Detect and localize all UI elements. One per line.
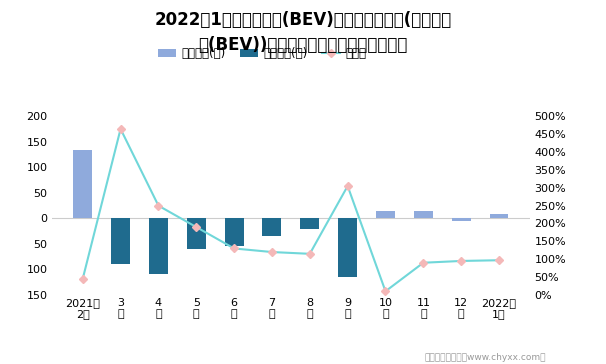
Bar bbox=[490, 214, 508, 218]
Legend: 积压库存(辆), 清仓库存(辆), 产销率: 积压库存(辆), 清仓库存(辆), 产销率 bbox=[153, 42, 371, 64]
产销率 bbox=[230, 246, 238, 251]
产销率 bbox=[117, 127, 124, 131]
Bar bbox=[451, 218, 471, 221]
Bar bbox=[225, 218, 244, 246]
产销率 bbox=[268, 250, 276, 254]
Line: 产销率: 产销率 bbox=[80, 126, 502, 294]
产销率 bbox=[155, 203, 162, 208]
产销率 bbox=[193, 225, 200, 229]
Bar bbox=[187, 218, 205, 249]
Bar bbox=[376, 211, 395, 218]
产销率 bbox=[344, 184, 351, 188]
Bar bbox=[262, 218, 281, 236]
Bar bbox=[111, 218, 130, 264]
产销率 bbox=[306, 252, 313, 256]
产销率 bbox=[458, 259, 465, 263]
Text: 制图：智研咨询（www.chyxx.com）: 制图：智研咨询（www.chyxx.com） bbox=[424, 353, 545, 362]
产销率 bbox=[382, 289, 389, 293]
Bar bbox=[301, 218, 319, 229]
产销率 bbox=[495, 258, 502, 262]
产销率 bbox=[420, 261, 427, 265]
Bar bbox=[149, 218, 168, 274]
产销率 bbox=[79, 277, 87, 281]
Text: 2022年1月雪佛兰畅巡(BEV)旗下最畅销轿车(雪佛兰畅
巡(BEV))近一年库存情况及产销率统计图: 2022年1月雪佛兰畅巡(BEV)旗下最畅销轿车(雪佛兰畅 巡(BEV))近一年… bbox=[155, 11, 451, 54]
Bar bbox=[338, 218, 357, 277]
Bar bbox=[73, 150, 92, 218]
Bar bbox=[414, 211, 433, 218]
